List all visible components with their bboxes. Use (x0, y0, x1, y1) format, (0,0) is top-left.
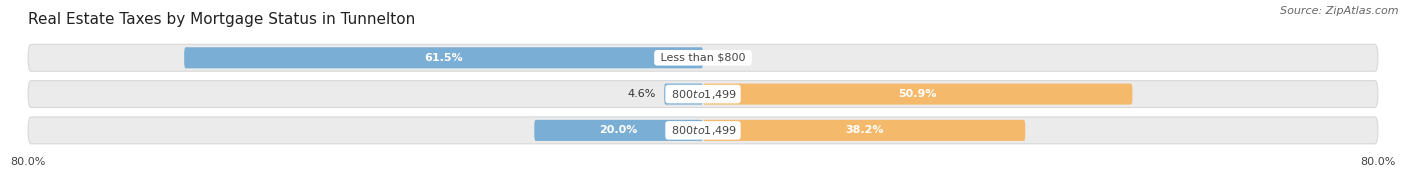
FancyBboxPatch shape (184, 47, 703, 68)
Text: 50.9%: 50.9% (898, 89, 936, 99)
FancyBboxPatch shape (28, 81, 1378, 108)
Text: $800 to $1,499: $800 to $1,499 (668, 124, 738, 137)
Text: 61.5%: 61.5% (425, 53, 463, 63)
Text: 4.6%: 4.6% (627, 89, 655, 99)
FancyBboxPatch shape (28, 44, 1378, 71)
Text: $800 to $1,499: $800 to $1,499 (668, 88, 738, 101)
Text: Less than $800: Less than $800 (657, 53, 749, 63)
Text: 0.0%: 0.0% (716, 53, 744, 63)
FancyBboxPatch shape (534, 120, 703, 141)
Text: 38.2%: 38.2% (845, 125, 883, 135)
Text: Real Estate Taxes by Mortgage Status in Tunnelton: Real Estate Taxes by Mortgage Status in … (28, 12, 415, 27)
Text: 20.0%: 20.0% (599, 125, 638, 135)
FancyBboxPatch shape (28, 117, 1378, 144)
FancyBboxPatch shape (703, 83, 1132, 105)
Text: Source: ZipAtlas.com: Source: ZipAtlas.com (1281, 6, 1399, 16)
FancyBboxPatch shape (703, 120, 1025, 141)
FancyBboxPatch shape (664, 83, 703, 105)
